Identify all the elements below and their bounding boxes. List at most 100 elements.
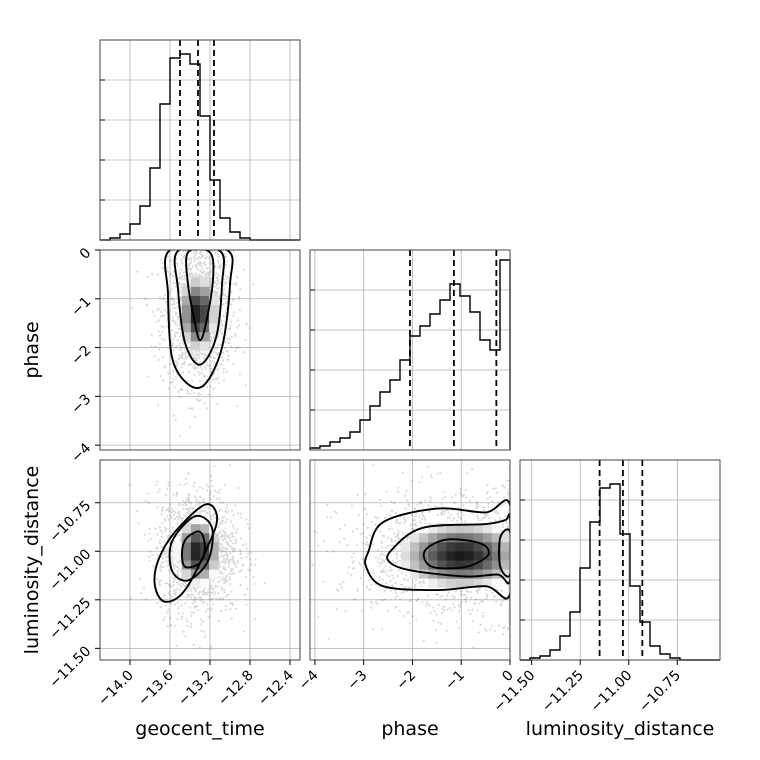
sample-point: [208, 496, 211, 499]
sample-point: [398, 598, 402, 601]
sample-point: [500, 589, 503, 592]
sample-point: [223, 581, 226, 584]
sample-point: [234, 540, 238, 543]
sample-point: [413, 507, 416, 510]
density-cell: [482, 578, 493, 588]
sample-point: [222, 557, 226, 560]
sample-point: [453, 606, 456, 609]
sample-point: [189, 268, 192, 272]
sample-point: [187, 263, 190, 266]
sample-point: [214, 281, 217, 285]
sample-point: [188, 283, 192, 286]
density-cell: [428, 560, 438, 570]
sample-point: [224, 531, 227, 534]
sample-point: [198, 502, 201, 505]
sample-point: [201, 353, 205, 356]
sample-point: [215, 292, 218, 295]
sample-point: [228, 578, 231, 581]
y-axis-label-phase: phase: [21, 321, 43, 378]
sample-point: [211, 360, 214, 363]
y-tick-label-luminosity_distance-1: −11.25: [46, 595, 94, 643]
sample-point: [194, 250, 197, 253]
x-tick-label-luminosity_distance-2: −11.00: [588, 668, 636, 716]
sample-point: [168, 291, 171, 294]
sample-point: [176, 339, 180, 342]
sample-point: [224, 294, 227, 297]
sample-point: [402, 539, 405, 543]
sample-point: [213, 586, 216, 589]
sample-point: [204, 375, 207, 378]
sample-point: [465, 488, 468, 491]
sample-point: [180, 258, 183, 261]
sample-point: [146, 303, 149, 306]
sample-point: [393, 562, 396, 565]
sample-point: [480, 600, 483, 603]
sample-point: [187, 500, 190, 503]
sample-point: [180, 268, 183, 271]
sample-point: [163, 594, 166, 597]
sample-point: [184, 601, 187, 605]
sample-point: [358, 561, 361, 564]
sample-point: [221, 522, 224, 525]
sample-point: [218, 545, 221, 548]
sample-point: [175, 644, 178, 648]
sample-point: [459, 517, 462, 521]
sample-point: [193, 605, 196, 608]
sample-point: [465, 496, 468, 499]
sample-point: [175, 365, 178, 368]
sample-point: [236, 512, 240, 515]
sample-point: [394, 547, 398, 551]
sample-point: [226, 534, 229, 537]
sample-point: [239, 552, 242, 556]
sample-point: [186, 511, 189, 514]
sample-point: [381, 558, 384, 561]
sample-point: [192, 363, 196, 366]
density-cell: [491, 532, 502, 543]
sample-point: [137, 522, 140, 525]
sample-point: [238, 298, 241, 301]
sample-point: [231, 568, 234, 572]
sample-point: [202, 630, 206, 633]
sample-point: [352, 567, 355, 570]
sample-point: [204, 263, 207, 267]
sample-point: [501, 504, 504, 507]
sample-point: [204, 610, 208, 613]
sample-point: [471, 608, 474, 611]
sample-point: [167, 506, 170, 509]
sample-point: [166, 555, 169, 558]
sample-point: [197, 353, 201, 357]
density-cell: [500, 560, 510, 570]
sample-point: [227, 510, 230, 513]
sample-point: [187, 265, 190, 268]
sample-point: [190, 379, 194, 382]
sample-point: [419, 584, 422, 588]
sample-point: [175, 359, 178, 363]
sample-point: [164, 529, 167, 533]
sample-point: [204, 365, 207, 369]
sample-point: [145, 598, 148, 601]
sample-point: [140, 592, 143, 595]
sample-point: [393, 539, 397, 543]
sample-point: [239, 512, 242, 515]
sample-point: [214, 516, 217, 519]
sample-point: [173, 563, 177, 566]
sample-point: [326, 516, 329, 519]
sample-point: [236, 319, 239, 322]
sample-point: [190, 363, 193, 366]
sample-point: [188, 267, 191, 271]
sample-point: [231, 548, 234, 552]
sample-point: [158, 526, 161, 529]
sample-point: [394, 582, 397, 585]
sample-point: [385, 587, 388, 590]
sample-point: [245, 575, 248, 579]
sample-point: [246, 587, 249, 590]
sample-point: [187, 493, 190, 497]
density-cell: [437, 560, 447, 570]
sample-point: [173, 565, 176, 568]
sample-point: [228, 536, 231, 540]
sample-point: [208, 591, 212, 594]
sample-point: [179, 570, 182, 573]
sample-point: [160, 331, 163, 334]
sample-point: [177, 344, 181, 347]
sample-point: [158, 342, 161, 346]
